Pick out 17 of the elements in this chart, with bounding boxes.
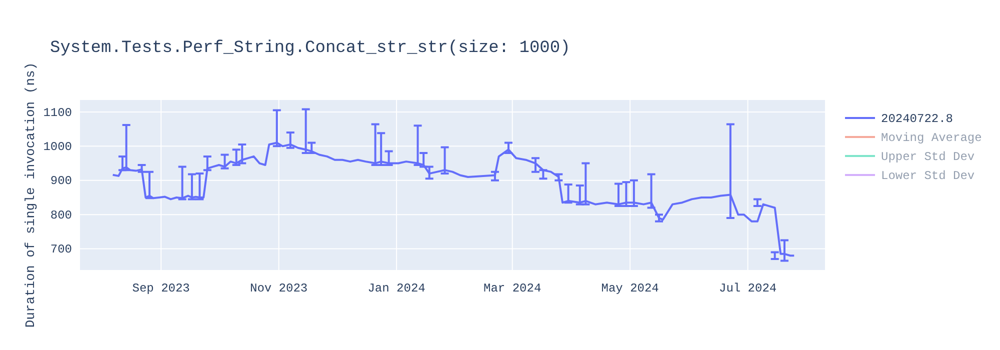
y-tick-label: 800 <box>50 208 72 222</box>
y-tick-label: 1100 <box>43 106 72 120</box>
x-tick-label: Jul 2024 <box>718 282 777 296</box>
chart-title: System.Tests.Perf_String.Concat_str_str(size: 1000) <box>50 39 570 58</box>
x-tick-label: Jan 2024 <box>368 282 426 296</box>
legend-label: 20240722.8 <box>881 112 954 126</box>
legend-label: Moving Average <box>881 131 982 145</box>
y-axis-title: Duration of single invocation (ns) <box>23 62 38 328</box>
x-tick-label: Mar 2024 <box>484 282 542 296</box>
y-tick-label: 700 <box>50 242 72 257</box>
legend-label: Upper Std Dev <box>881 150 975 164</box>
x-tick-label: Nov 2023 <box>250 282 308 296</box>
y-tick-label: 900 <box>50 174 72 188</box>
x-tick-label: Sep 2023 <box>132 282 190 296</box>
x-tick-label: May 2024 <box>601 282 659 296</box>
y-tick-label: 1000 <box>43 140 72 154</box>
legend-label: Lower Std Dev <box>881 169 975 183</box>
